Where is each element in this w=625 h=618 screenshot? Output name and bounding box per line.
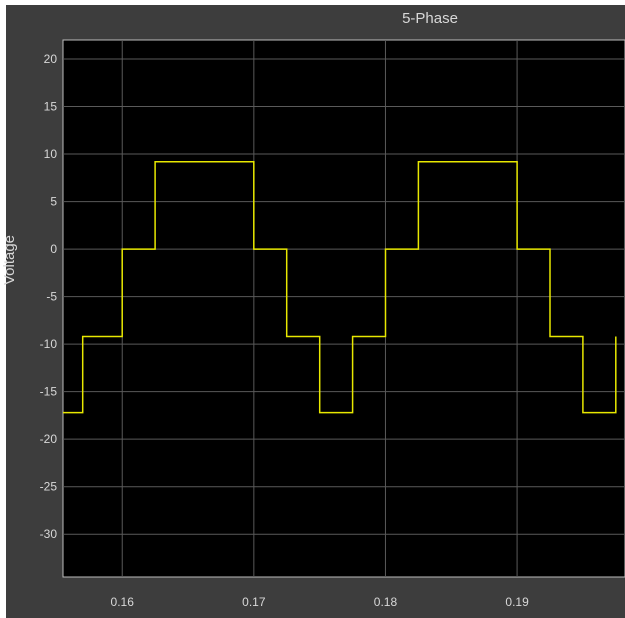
y-tick-label: 0 <box>50 242 57 256</box>
series-line-voltage <box>63 160 617 414</box>
chart-title: 5-Phase <box>402 10 458 27</box>
y-tick-label: -30 <box>40 527 58 541</box>
x-ticks: 0.16 0.17 0.18 0.19 <box>111 595 530 609</box>
y-tick-label: -5 <box>46 290 57 304</box>
x-tick-label: 0.19 <box>505 595 529 609</box>
y-tick-label: 15 <box>44 100 58 114</box>
y-tick-label: 5 <box>50 195 57 209</box>
x-tick-label: 0.17 <box>242 595 266 609</box>
y-tick-label: -10 <box>40 337 58 351</box>
x-tick-label: 0.16 <box>111 595 135 609</box>
grid <box>63 40 625 577</box>
y-tick-label: -15 <box>40 385 58 399</box>
x-tick-label: 0.18 <box>374 595 398 609</box>
y-tick-label: -20 <box>40 432 58 446</box>
plot-area <box>62 39 625 578</box>
y-ticks: 20 15 10 5 0 -5 -10 -15 -20 -25 -30 <box>40 52 58 541</box>
y-tick-label: 10 <box>44 147 58 161</box>
y-tick-label: -25 <box>40 480 58 494</box>
y-tick-label: 20 <box>44 52 58 66</box>
